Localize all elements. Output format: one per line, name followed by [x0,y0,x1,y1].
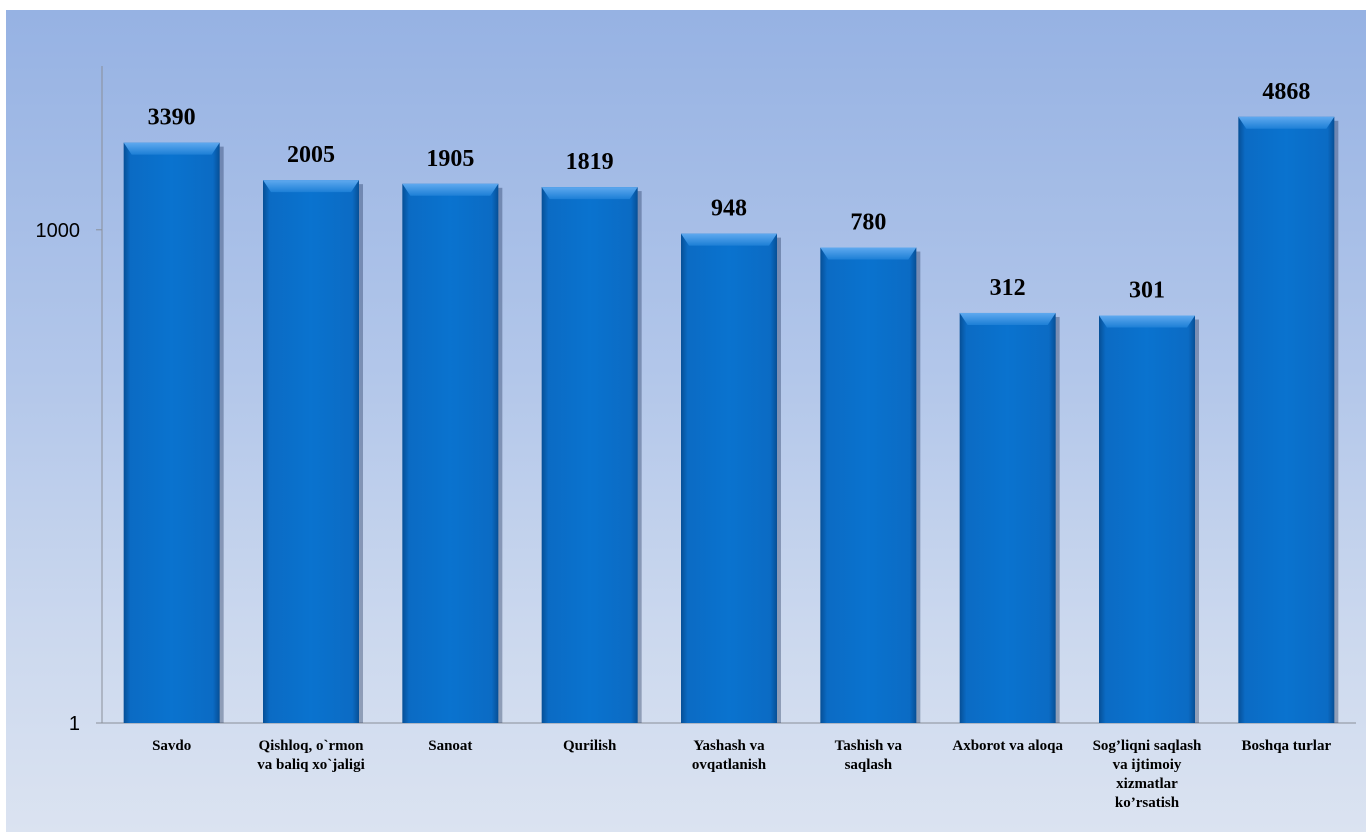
category-label-line: Boshqa turlar [1242,738,1332,754]
y-tick-label: 1000 [36,220,81,242]
bar [1238,116,1339,724]
category-label: Axborot va aloqa [952,738,1063,754]
bar-body [820,247,917,723]
chart-frame: 1 1000 3390 2005 1905 1819 948 780 312 301 4868 S… [6,10,1366,832]
data-label: 4868 [1262,79,1310,105]
bar-cap [1238,116,1335,129]
bar [541,187,642,724]
category-label-line: xizmatlar [1116,776,1178,792]
data-label: 1819 [566,149,614,175]
bar-body [681,233,777,723]
bar-cap [402,183,499,196]
bar [402,183,503,723]
category-label-line: Sanoat [428,738,472,754]
data-label: 312 [990,275,1026,301]
data-labels: 3390 2005 1905 1819 948 780 312 301 4868 [148,79,1311,304]
bars [123,116,1339,724]
bar-body [123,142,220,724]
data-label: 3390 [148,105,196,131]
bar-cap [123,142,220,155]
bar-body [1099,315,1195,723]
category-label-line: Tashish va [835,738,903,754]
bar-body [263,180,359,724]
bar-cap [1099,315,1195,328]
bar [123,142,224,724]
bar [959,312,1060,723]
category-label-line: Yashash va [693,738,765,754]
category-label-line: Qishloq, o`rmon [258,738,364,754]
data-label: 780 [850,210,886,236]
category-label-line: ovqatlanish [692,757,767,773]
category-label: Qishloq, o`rmon va baliq xo`jaligi [257,738,365,773]
category-label-line: Qurilish [563,738,617,754]
category-label: Yashash va ovqatlanish [692,738,767,773]
category-label: Qurilish [563,738,617,754]
bar-body [1238,116,1335,724]
data-label: 2005 [287,142,335,168]
bar-chart: 1 1000 3390 2005 1905 1819 948 780 312 301 4868 S… [36,66,1356,811]
y-tick-label: 1 [69,713,80,735]
data-label: 301 [1129,278,1165,304]
bar [1099,315,1199,723]
bar-cap [820,247,917,260]
bar-cap [959,312,1056,325]
category-label-line: Sog’liqni saqlash [1093,738,1202,754]
bar-body [541,187,638,724]
data-label: 1905 [426,146,474,172]
bar-cap [263,180,359,193]
category-labels: Savdo Qishloq, o`rmon va baliq xo`jaligi Sa… [152,738,1331,811]
category-label-line: ko’rsatish [1115,795,1180,811]
category-label-line: va baliq xo`jaligi [257,757,365,773]
category-label-line: va ijtimoiy [1113,757,1182,773]
category-label-line: Savdo [152,738,191,754]
data-label: 948 [711,196,747,222]
bar-body [402,183,499,723]
category-label: Tashish va saqlash [835,738,903,773]
category-label: Sog’liqni saqlash va ijtimoiy xizmatlar ko’… [1093,738,1202,811]
category-label: Boshqa turlar [1242,738,1332,754]
bar-cap [681,233,777,246]
category-label-line: saqlash [845,757,893,773]
bar [820,247,921,723]
category-label-line: Axborot va aloqa [952,738,1063,754]
bar-body [959,312,1056,723]
y-ticks: 1 1000 [36,220,102,735]
bar-cap [541,187,638,200]
category-label: Savdo [152,738,191,754]
bar [681,233,781,723]
bar [263,180,363,724]
category-label: Sanoat [428,738,472,754]
